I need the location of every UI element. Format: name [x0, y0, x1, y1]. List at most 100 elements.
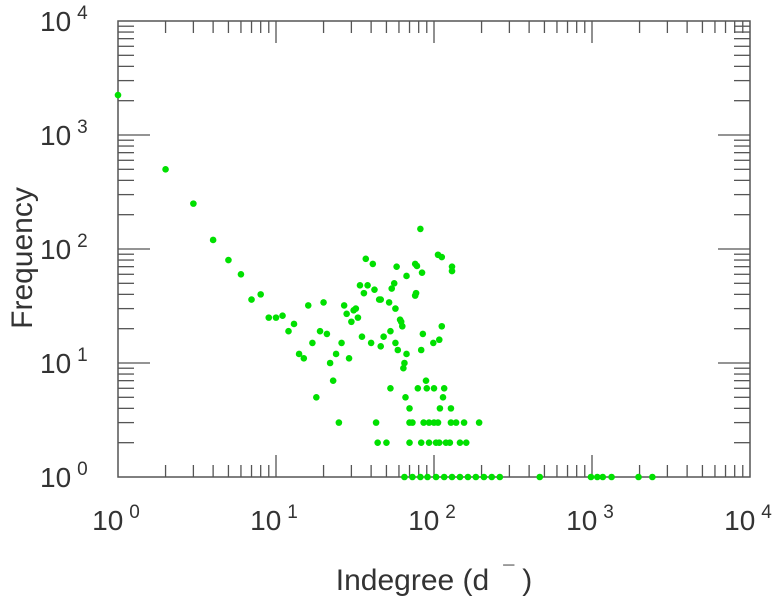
data-point — [352, 305, 360, 312]
x-tick-exp: 3 — [603, 502, 614, 523]
data-point — [448, 267, 456, 275]
x-tick-label: 10 2 — [408, 502, 456, 536]
x-tick-base: 10 — [724, 505, 755, 536]
data-point — [362, 255, 370, 263]
data-point — [409, 473, 416, 481]
y-tick-base: 10 — [40, 348, 71, 379]
y-tick-label: 10 4 — [40, 3, 88, 37]
data-point — [343, 310, 350, 318]
data-point — [358, 333, 366, 341]
data-point — [402, 394, 409, 401]
data-point — [419, 330, 427, 338]
data-point — [237, 270, 245, 278]
x-tick-label: 10 0 — [92, 502, 140, 536]
data-point — [394, 346, 402, 354]
data-point — [414, 384, 422, 392]
data-points — [114, 91, 656, 481]
data-point — [162, 166, 169, 173]
data-point — [340, 302, 348, 309]
data-point — [320, 299, 327, 306]
x-tick-label: 10 4 — [724, 502, 772, 536]
data-point — [385, 299, 393, 306]
data-point — [447, 419, 455, 426]
data-point — [472, 473, 480, 481]
data-point — [456, 473, 464, 481]
data-point — [338, 339, 345, 347]
data-point — [392, 305, 399, 312]
data-point — [587, 473, 595, 481]
data-point — [392, 339, 399, 347]
data-point — [304, 302, 312, 309]
data-point — [475, 419, 483, 426]
data-point — [440, 473, 448, 481]
y-tick-labels: 10 0 10 1 10 2 10 3 10 4 — [40, 3, 88, 493]
data-point — [367, 339, 375, 347]
data-point — [417, 439, 425, 446]
x-tick-exp: 2 — [445, 502, 456, 523]
data-point — [257, 291, 264, 298]
data-point — [462, 439, 470, 446]
data-point — [436, 405, 444, 412]
data-point — [348, 318, 355, 326]
data-point — [411, 292, 419, 299]
data-point — [388, 285, 396, 292]
data-point — [309, 339, 316, 347]
data-point — [372, 419, 380, 426]
x-tick-label: 10 1 — [250, 502, 298, 536]
y-tick-label: 10 3 — [40, 117, 88, 151]
x-tick-base: 10 — [250, 505, 281, 536]
data-point — [438, 322, 446, 330]
data-point — [440, 384, 448, 392]
data-point — [417, 225, 424, 233]
y-tick-exp: 0 — [77, 459, 88, 480]
data-point — [406, 405, 413, 412]
data-point — [635, 473, 642, 481]
x-tick-exp: 0 — [129, 502, 140, 523]
data-point — [649, 473, 656, 481]
data-point — [420, 419, 427, 426]
data-point — [424, 473, 431, 481]
y-tick-label: 10 0 — [40, 459, 88, 493]
data-point — [329, 377, 337, 384]
data-point — [422, 377, 430, 384]
x-tick-labels: 10 0 10 1 10 2 10 3 10 4 — [92, 502, 772, 536]
data-point — [390, 280, 398, 287]
x-axis-label-sup: ¯ — [502, 563, 515, 585]
y-tick-label: 10 1 — [40, 345, 88, 379]
data-point — [446, 439, 454, 446]
data-point — [430, 384, 438, 392]
x-tick-exp: 4 — [761, 502, 772, 523]
data-point — [380, 333, 387, 341]
data-point — [406, 439, 413, 446]
data-point — [593, 473, 601, 481]
x-axis-label-main: Indegree (d — [336, 564, 489, 597]
data-point — [326, 359, 334, 367]
y-tick-exp: 2 — [77, 231, 88, 252]
data-point — [383, 439, 390, 446]
data-point — [496, 473, 504, 481]
data-point — [480, 473, 488, 481]
x-tick-base: 10 — [566, 505, 597, 536]
data-point — [393, 263, 400, 270]
data-point — [438, 253, 446, 261]
data-point — [313, 394, 320, 401]
data-point — [316, 327, 324, 335]
plot-frame — [117, 20, 751, 478]
x-tick-base: 10 — [408, 505, 439, 536]
data-point — [345, 354, 353, 362]
data-point — [374, 439, 381, 446]
data-point — [460, 419, 468, 426]
y-tick-label: 10 2 — [40, 231, 88, 265]
data-point — [452, 419, 460, 426]
data-point — [364, 282, 371, 289]
data-point — [387, 384, 394, 392]
data-point — [114, 91, 122, 99]
data-point — [456, 439, 464, 446]
data-point — [248, 296, 255, 303]
data-point — [209, 236, 217, 244]
y-tick-base: 10 — [40, 462, 71, 493]
data-point — [432, 473, 440, 481]
y-tick-base: 10 — [40, 120, 71, 151]
data-point — [434, 419, 442, 426]
